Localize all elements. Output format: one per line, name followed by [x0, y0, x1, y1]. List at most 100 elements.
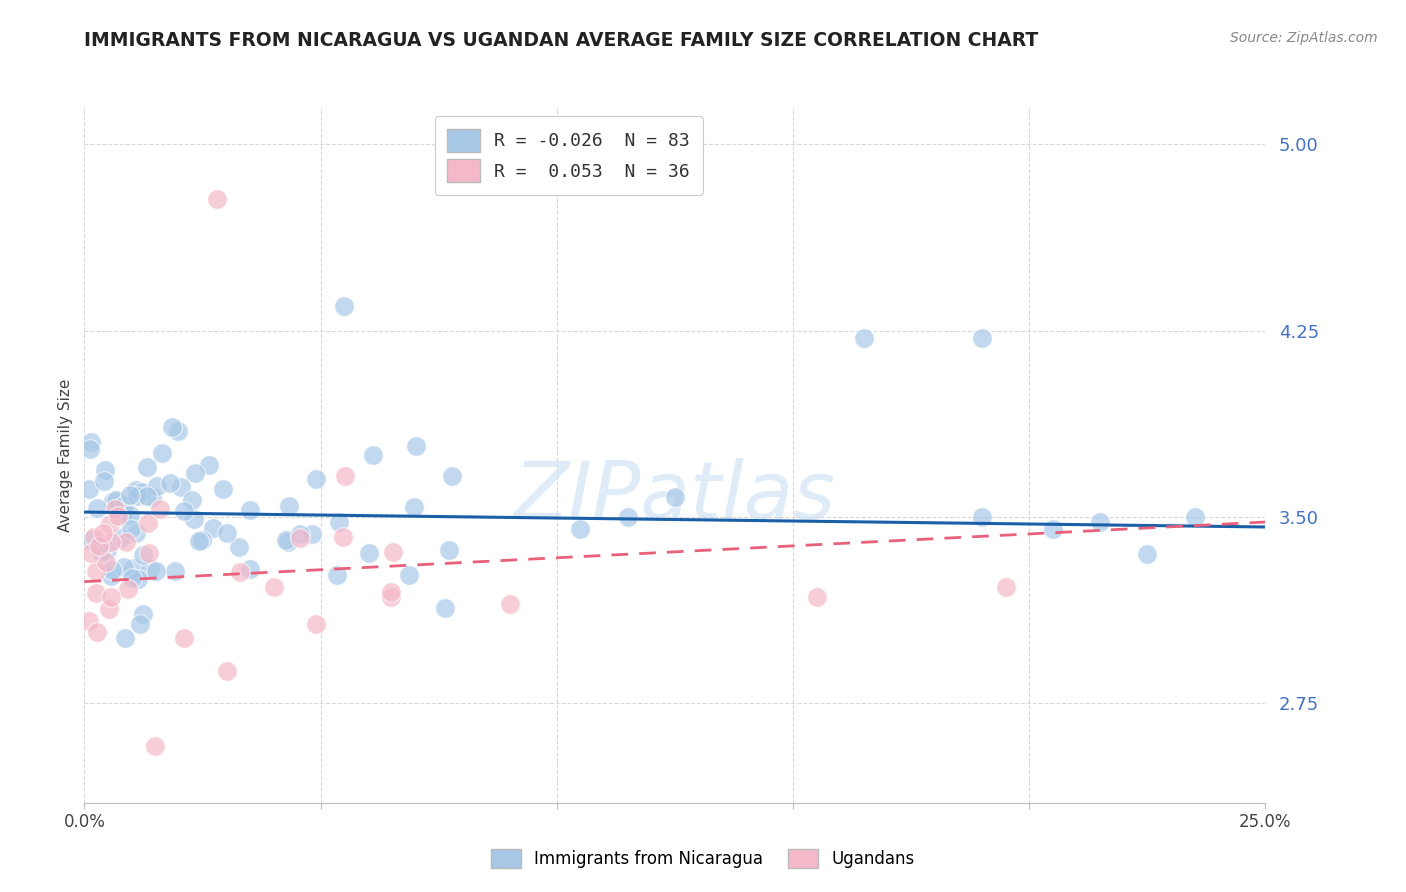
Point — [136, 489, 159, 503]
Point — [112, 508, 135, 522]
Point — [145, 564, 167, 578]
Point — [181, 493, 204, 508]
Point — [94, 555, 117, 569]
Point — [101, 563, 124, 577]
Point — [152, 446, 174, 460]
Point — [569, 523, 592, 537]
Point — [94, 463, 117, 477]
Point — [202, 521, 225, 535]
Point — [114, 631, 136, 645]
Point — [498, 597, 520, 611]
Point — [173, 632, 195, 646]
Point — [136, 516, 159, 530]
Point — [104, 502, 127, 516]
Text: Source: ZipAtlas.com: Source: ZipAtlas.com — [1230, 31, 1378, 45]
Point — [970, 331, 993, 345]
Point — [170, 480, 193, 494]
Point — [90, 545, 112, 559]
Point — [328, 516, 350, 530]
Point — [1088, 515, 1111, 529]
Point — [118, 488, 141, 502]
Point — [405, 439, 427, 453]
Point — [211, 482, 233, 496]
Point — [215, 665, 238, 679]
Point — [994, 580, 1017, 594]
Point — [80, 546, 103, 560]
Point — [398, 568, 420, 582]
Point — [239, 561, 262, 575]
Point — [183, 512, 205, 526]
Point — [83, 530, 105, 544]
Point — [332, 530, 354, 544]
Point — [333, 468, 356, 483]
Point — [84, 564, 107, 578]
Point — [124, 525, 146, 540]
Point — [277, 499, 299, 513]
Legend: R = -0.026  N = 83, R =  0.053  N = 36: R = -0.026 N = 83, R = 0.053 N = 36 — [434, 116, 703, 195]
Point — [217, 525, 239, 540]
Point — [100, 590, 122, 604]
Text: IMMIGRANTS FROM NICARAGUA VS UGANDAN AVERAGE FAMILY SIZE CORRELATION CHART: IMMIGRANTS FROM NICARAGUA VS UGANDAN AVE… — [84, 31, 1039, 50]
Point — [93, 475, 115, 489]
Point — [380, 590, 402, 604]
Point — [301, 526, 323, 541]
Point — [112, 559, 135, 574]
Point — [228, 540, 250, 554]
Point — [125, 489, 148, 503]
Point — [1184, 510, 1206, 524]
Point — [121, 571, 143, 585]
Point — [98, 517, 121, 532]
Point — [333, 299, 356, 313]
Point — [80, 533, 103, 547]
Point — [290, 531, 312, 545]
Point — [96, 543, 118, 558]
Point — [103, 494, 125, 508]
Point — [616, 510, 638, 524]
Point — [131, 484, 153, 499]
Point — [141, 490, 163, 504]
Point — [184, 466, 207, 480]
Point — [970, 510, 993, 524]
Point — [1136, 547, 1159, 561]
Point — [100, 535, 122, 549]
Point — [138, 546, 160, 560]
Point — [86, 501, 108, 516]
Point — [434, 600, 457, 615]
Point — [91, 525, 114, 540]
Point — [229, 565, 252, 579]
Point — [188, 533, 211, 548]
Point — [86, 586, 108, 600]
Point — [361, 448, 384, 462]
Point — [274, 533, 297, 548]
Point — [77, 614, 100, 628]
Point — [402, 500, 425, 515]
Point — [124, 483, 146, 497]
Point — [159, 476, 181, 491]
Point — [664, 490, 686, 504]
Text: ZIPatlas: ZIPatlas — [513, 458, 837, 536]
Point — [117, 582, 139, 596]
Point — [305, 616, 328, 631]
Point — [305, 472, 328, 486]
Point — [98, 602, 121, 616]
Point — [136, 460, 159, 475]
Point — [89, 539, 111, 553]
Point — [118, 508, 141, 523]
Point — [86, 625, 108, 640]
Point — [149, 502, 172, 516]
Point — [167, 425, 190, 439]
Point — [100, 569, 122, 583]
Point — [132, 607, 155, 621]
Point — [80, 435, 103, 450]
Point — [198, 458, 221, 473]
Point — [437, 543, 460, 558]
Point — [115, 534, 138, 549]
Point — [132, 549, 155, 563]
Point — [326, 567, 349, 582]
Point — [143, 739, 166, 753]
Point — [382, 545, 405, 559]
Point — [105, 493, 128, 508]
Point — [127, 572, 149, 586]
Point — [205, 192, 228, 206]
Point — [165, 565, 187, 579]
